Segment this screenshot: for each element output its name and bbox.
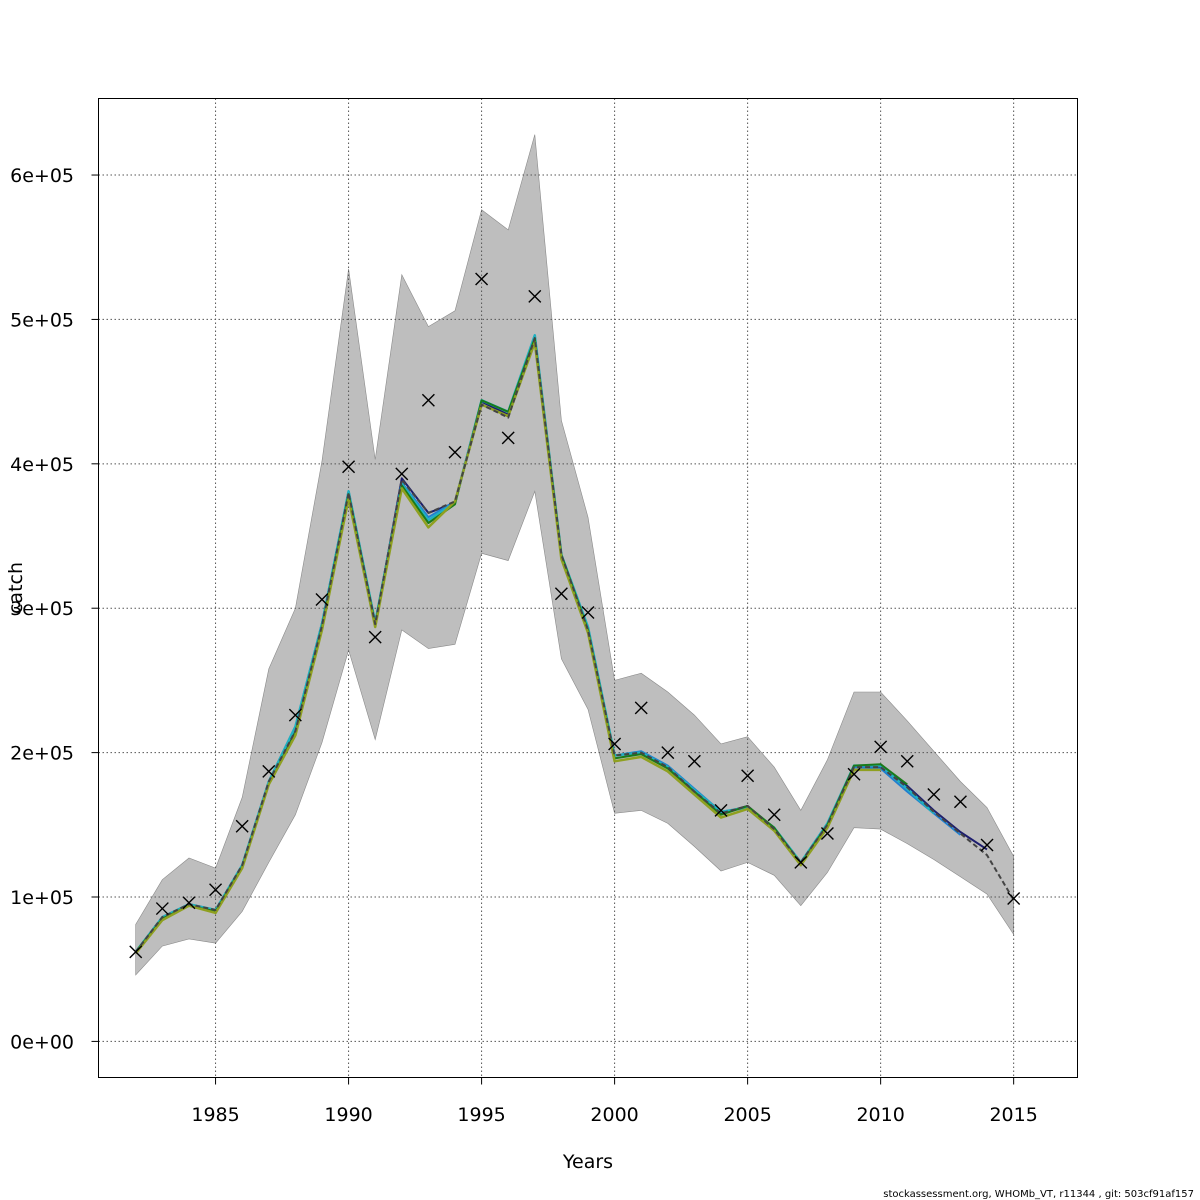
observed-point <box>687 754 701 768</box>
y-tick-label: 5e+05 <box>10 309 74 331</box>
observed-point <box>315 593 329 607</box>
observed-point <box>927 787 941 801</box>
x-tick-label: 1990 <box>324 1104 372 1126</box>
y-tick-label: 6e+05 <box>10 165 74 187</box>
y-tick-label: 0e+00 <box>10 1031 74 1053</box>
observed-point <box>820 826 834 840</box>
observed-point <box>741 769 755 783</box>
x-tick-label: 1985 <box>191 1104 239 1126</box>
observed-point <box>288 708 302 722</box>
observed-point <box>900 754 914 768</box>
observed-point <box>847 767 861 781</box>
y-tick-label: 3e+05 <box>10 598 74 620</box>
observed-point <box>528 289 542 303</box>
x-tick-label: 2005 <box>723 1104 771 1126</box>
x-axis: 1985 1990 1995 2000 2005 2010 2015 <box>191 1077 1038 1126</box>
observed-point <box>501 431 515 445</box>
observed-point <box>581 606 595 620</box>
observed-point <box>235 819 249 833</box>
credit-text: stockassessment.org, WHOMb_VT, r11344 , … <box>883 1189 1194 1200</box>
observed-point <box>767 808 781 822</box>
observed-point <box>714 803 728 817</box>
x-tick-label: 2000 <box>590 1104 638 1126</box>
observed-point <box>129 945 143 959</box>
observed-point <box>475 272 489 286</box>
observed-point <box>155 902 169 916</box>
observed-point <box>554 587 568 601</box>
series-layer <box>134 334 1015 955</box>
observed-point <box>182 896 196 910</box>
x-tick-label: 1995 <box>457 1104 505 1126</box>
observed-point <box>421 393 435 407</box>
observed-point <box>874 740 888 754</box>
observed-point <box>634 701 648 715</box>
observed-point <box>368 630 382 644</box>
y-tick-label: 2e+05 <box>10 743 74 765</box>
observed-point <box>1007 891 1021 905</box>
x-tick-label: 2015 <box>989 1104 1037 1126</box>
x-tick-label: 2010 <box>856 1104 904 1126</box>
observed-point <box>608 737 622 751</box>
y-tick-label: 1e+05 <box>10 887 74 909</box>
observed-point <box>953 795 967 809</box>
observed-point <box>661 746 675 760</box>
series-line-6 <box>134 337 1015 953</box>
observed-points-layer <box>129 272 1021 959</box>
observed-point <box>209 883 223 897</box>
observed-point <box>395 467 409 481</box>
observed-point <box>262 764 276 778</box>
observed-point <box>342 460 356 474</box>
y-axis-label: catch <box>5 562 27 614</box>
observed-point <box>980 838 994 852</box>
y-tick-label: 4e+05 <box>10 454 74 476</box>
y-axis: 0e+00 1e+05 2e+05 3e+05 4e+05 5e+05 6e+05 <box>10 165 99 1053</box>
plot-frame <box>98 98 1078 1078</box>
observed-point <box>794 855 808 869</box>
x-axis-label: Years <box>562 1151 613 1173</box>
observed-point <box>448 445 462 459</box>
grid-layer <box>98 98 1078 1078</box>
